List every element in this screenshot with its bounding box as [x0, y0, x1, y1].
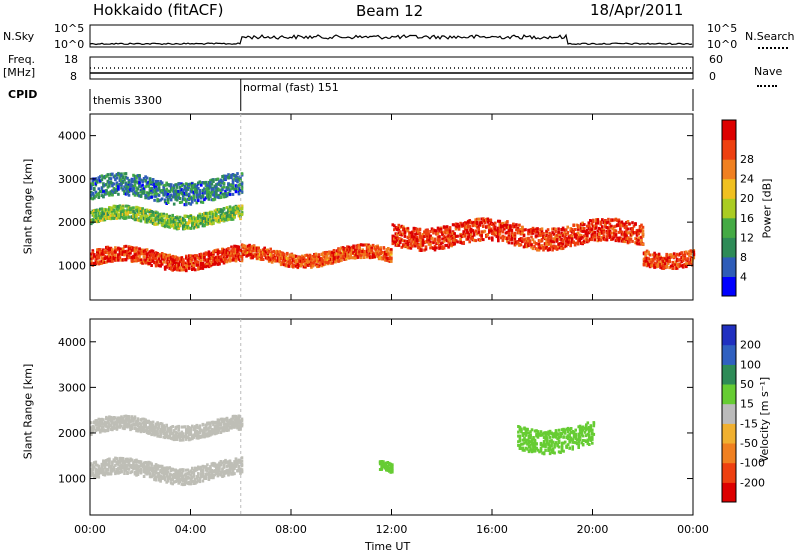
- power-band-3: [240, 243, 393, 270]
- power-frame: [89, 113, 694, 301]
- freq-unit-label: [MHz]: [3, 66, 36, 79]
- velocity-colorbar-seg-1: [722, 462, 736, 483]
- velocity-colorbar-seg-3: [722, 423, 736, 444]
- power-ylabel: Slant Range [km]: [21, 158, 35, 255]
- power-colorbar-tick-4: 20: [740, 192, 754, 205]
- nave-tick-top: 60: [709, 53, 723, 66]
- velocity-band-1: [90, 414, 244, 442]
- power-colorbar-seg-5: [722, 178, 736, 199]
- power-ytick-label-0: 1000: [58, 259, 86, 272]
- freq-tick-bottom: 8: [70, 70, 77, 83]
- velocity-colorbar-tick-0: 200: [740, 339, 761, 352]
- velocity-colorbar-seg-8: [722, 325, 736, 346]
- power-colorbar-seg-0: [722, 276, 736, 297]
- freq-tick-top: 18: [64, 53, 78, 66]
- power-colorbar-seg-3: [722, 217, 736, 238]
- cpid-label: CPID: [8, 88, 38, 101]
- power-ytick-label-1: 2000: [58, 216, 86, 229]
- power-colorbar-seg-4: [722, 198, 736, 219]
- power-band-5: [642, 249, 696, 270]
- power-colorbar-tick-3: 16: [740, 212, 754, 225]
- velocity-ytick-label-2: 3000: [58, 381, 86, 394]
- velocity-colorbar-seg-6: [722, 364, 736, 385]
- power-colorbar-tick-2: 12: [740, 231, 754, 244]
- nave-label: Nave: [754, 65, 783, 78]
- time-xlabel: Time UT: [365, 540, 411, 553]
- velocity-colorbar-tick-7: -200: [740, 476, 765, 489]
- station-title: Hokkaido (fitACF): [93, 1, 224, 19]
- velocity-colorbar-tick-5: -50: [740, 437, 758, 450]
- power-ytick-label-3: 4000: [58, 130, 86, 143]
- time-xtick-label-0: 00:00: [74, 523, 106, 536]
- power-colorbar-tick-0: 4: [740, 270, 747, 283]
- time-xtick-label-1: 04:00: [175, 523, 207, 536]
- power-panel: 1000 2000 3000 4000 4 8 12 16 20 24 28: [58, 113, 754, 301]
- velocity-frame: [89, 318, 694, 516]
- velocity-colorbar-frame: [721, 324, 737, 503]
- velocity-colorbar-tick-1: 100: [740, 358, 761, 371]
- velocity-colorbar-tick-2: 50: [740, 378, 754, 391]
- nave-tick-bottom: 0: [709, 70, 716, 83]
- power-colorbar-tick-6: 28: [740, 153, 754, 166]
- power-band-4: [391, 217, 645, 252]
- velocity-band-3: [517, 421, 596, 456]
- power-colorbar-seg-2: [722, 237, 736, 258]
- time-xtick-label-6: 00:00: [677, 523, 709, 536]
- time-xtick-label-4: 16:00: [476, 523, 508, 536]
- beam-title: Beam 12: [356, 2, 424, 20]
- nsearch-label: N.Search: [745, 30, 795, 43]
- power-colorbar-tick-1: 8: [740, 251, 747, 264]
- velocity-colorbar: 200 100 50 15 -15 -50 -100 -200: [721, 324, 765, 503]
- power-band-0: [90, 244, 244, 273]
- velocity-ytick-label-0: 1000: [58, 473, 86, 486]
- nsky-label: N.Sky: [3, 30, 35, 43]
- velocity-band-0: [90, 456, 244, 487]
- power-colorbar-seg-7: [722, 139, 736, 160]
- time-xtick-label-5: 20:00: [577, 523, 609, 536]
- nsky-tick-top: 10^5: [54, 22, 85, 35]
- nsearch-legend-line: [758, 47, 788, 49]
- power-colorbar-seg-6: [722, 159, 736, 180]
- freq-label: Freq.: [8, 53, 36, 66]
- power-colorbar-label: Power [dB]: [760, 178, 774, 239]
- velocity-panel: 1000 2000 3000 4000 00:00 04:00 08:00 12:00 16:0…: [58, 318, 765, 536]
- velocity-colorbar-seg-4: [722, 403, 736, 424]
- velocity-colorbar-seg-2: [722, 443, 736, 464]
- power-colorbar-frame: [721, 119, 737, 297]
- nsky-panel: [89, 24, 694, 48]
- power-band-2: [90, 171, 244, 207]
- power-band-1: [90, 204, 244, 231]
- time-xtick-label-2: 08:00: [275, 523, 307, 536]
- time-xtick-label-3: 12:00: [376, 523, 408, 536]
- velocity-ytick-label-3: 4000: [58, 336, 86, 349]
- velocity-colorbar-seg-5: [722, 384, 736, 405]
- nsky-trace: [89, 33, 693, 46]
- velocity-band-2: [378, 460, 394, 474]
- velocity-colorbar-tick-4: -15: [740, 417, 758, 430]
- velocity-ylabel: Slant Range [km]: [21, 363, 35, 460]
- velocity-colorbar-label: Velocity [m s⁻¹]: [758, 376, 772, 463]
- cpid-mode-normal: normal (fast) 151: [243, 81, 339, 94]
- velocity-colorbar-seg-7: [722, 344, 736, 365]
- velocity-colorbar-tick-3: 15: [740, 398, 754, 411]
- power-ytick-label-2: 3000: [58, 173, 86, 186]
- nsky-tick-bottom: 10^0: [54, 38, 85, 51]
- velocity-ytick-label-1: 2000: [58, 427, 86, 440]
- power-colorbar-seg-8: [722, 120, 736, 141]
- cpid-mode-themis: themis 3300: [93, 94, 163, 107]
- nave-legend-line: [757, 85, 777, 87]
- nsearch-tick-top: 10^5: [707, 22, 738, 35]
- velocity-colorbar-tick-6: -100: [740, 457, 765, 470]
- power-colorbar-seg-1: [722, 256, 736, 277]
- power-colorbar-tick-5: 24: [740, 173, 754, 186]
- nsearch-tick-bottom: 10^0: [707, 38, 738, 51]
- date-title: 18/Apr/2011: [590, 1, 684, 19]
- power-colorbar: 4 8 12 16 20 24 28: [721, 119, 754, 297]
- velocity-colorbar-seg-0: [722, 482, 736, 503]
